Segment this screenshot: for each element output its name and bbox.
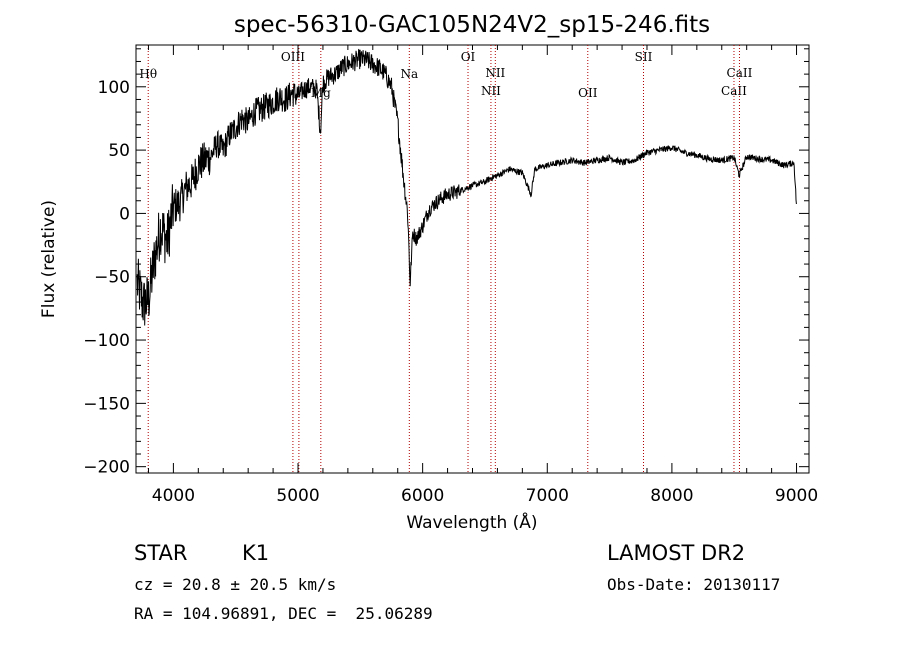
annotation-label: NII — [481, 84, 501, 98]
axis-ticks: 4000 5000 6000 7000 8000 9000 −200 −150 −100 −50 0… — [83, 45, 818, 506]
y-tick-label: 0 — [119, 204, 130, 224]
obs-date: Obs-Date: 20130117 — [607, 575, 781, 594]
survey-name: LAMOST DR2 — [607, 541, 746, 565]
y-tick-label: −100 — [83, 331, 130, 351]
y-tick-label: 50 — [108, 141, 130, 161]
coordinates-text: RA = 104.96891, DEC = 25.06289 — [134, 604, 433, 623]
redshift-text: cz = 20.8 ± 20.5 km/s — [134, 575, 337, 594]
annotation-label: OIII — [281, 50, 305, 64]
annotation-label: CaII — [727, 66, 753, 80]
object-subclass: K1 — [242, 541, 270, 565]
x-tick-label: 9000 — [775, 486, 818, 506]
object-class: STAR — [134, 541, 188, 565]
spectrum-line — [136, 48, 797, 326]
chart-title: spec-56310-GAC105N24V2_sp15-246.fits — [234, 12, 710, 38]
x-tick-label: 5000 — [276, 486, 319, 506]
x-tick-label: 6000 — [401, 486, 444, 506]
annotation-label: CaII — [721, 84, 747, 98]
y-axis-label: Flux (relative) — [39, 200, 59, 318]
annotation-label: Hθ — [139, 67, 157, 81]
plot-frame — [135, 44, 810, 474]
annotation-label: NII — [485, 66, 505, 80]
y-tick-label: −150 — [83, 394, 130, 414]
annotation-label: OII — [578, 86, 598, 100]
x-tick-label: 8000 — [650, 486, 693, 506]
y-tick-label: −200 — [83, 458, 130, 478]
annotation-label: OI — [461, 50, 476, 64]
annotation-label: Na — [400, 67, 418, 81]
x-tick-label: 7000 — [526, 486, 569, 506]
x-axis-label: Wavelength (Å) — [406, 511, 537, 533]
y-tick-label: 100 — [98, 78, 130, 98]
annotation-label: SII — [635, 50, 653, 64]
y-tick-label: −50 — [94, 268, 130, 288]
x-tick-label: 4000 — [152, 486, 195, 506]
